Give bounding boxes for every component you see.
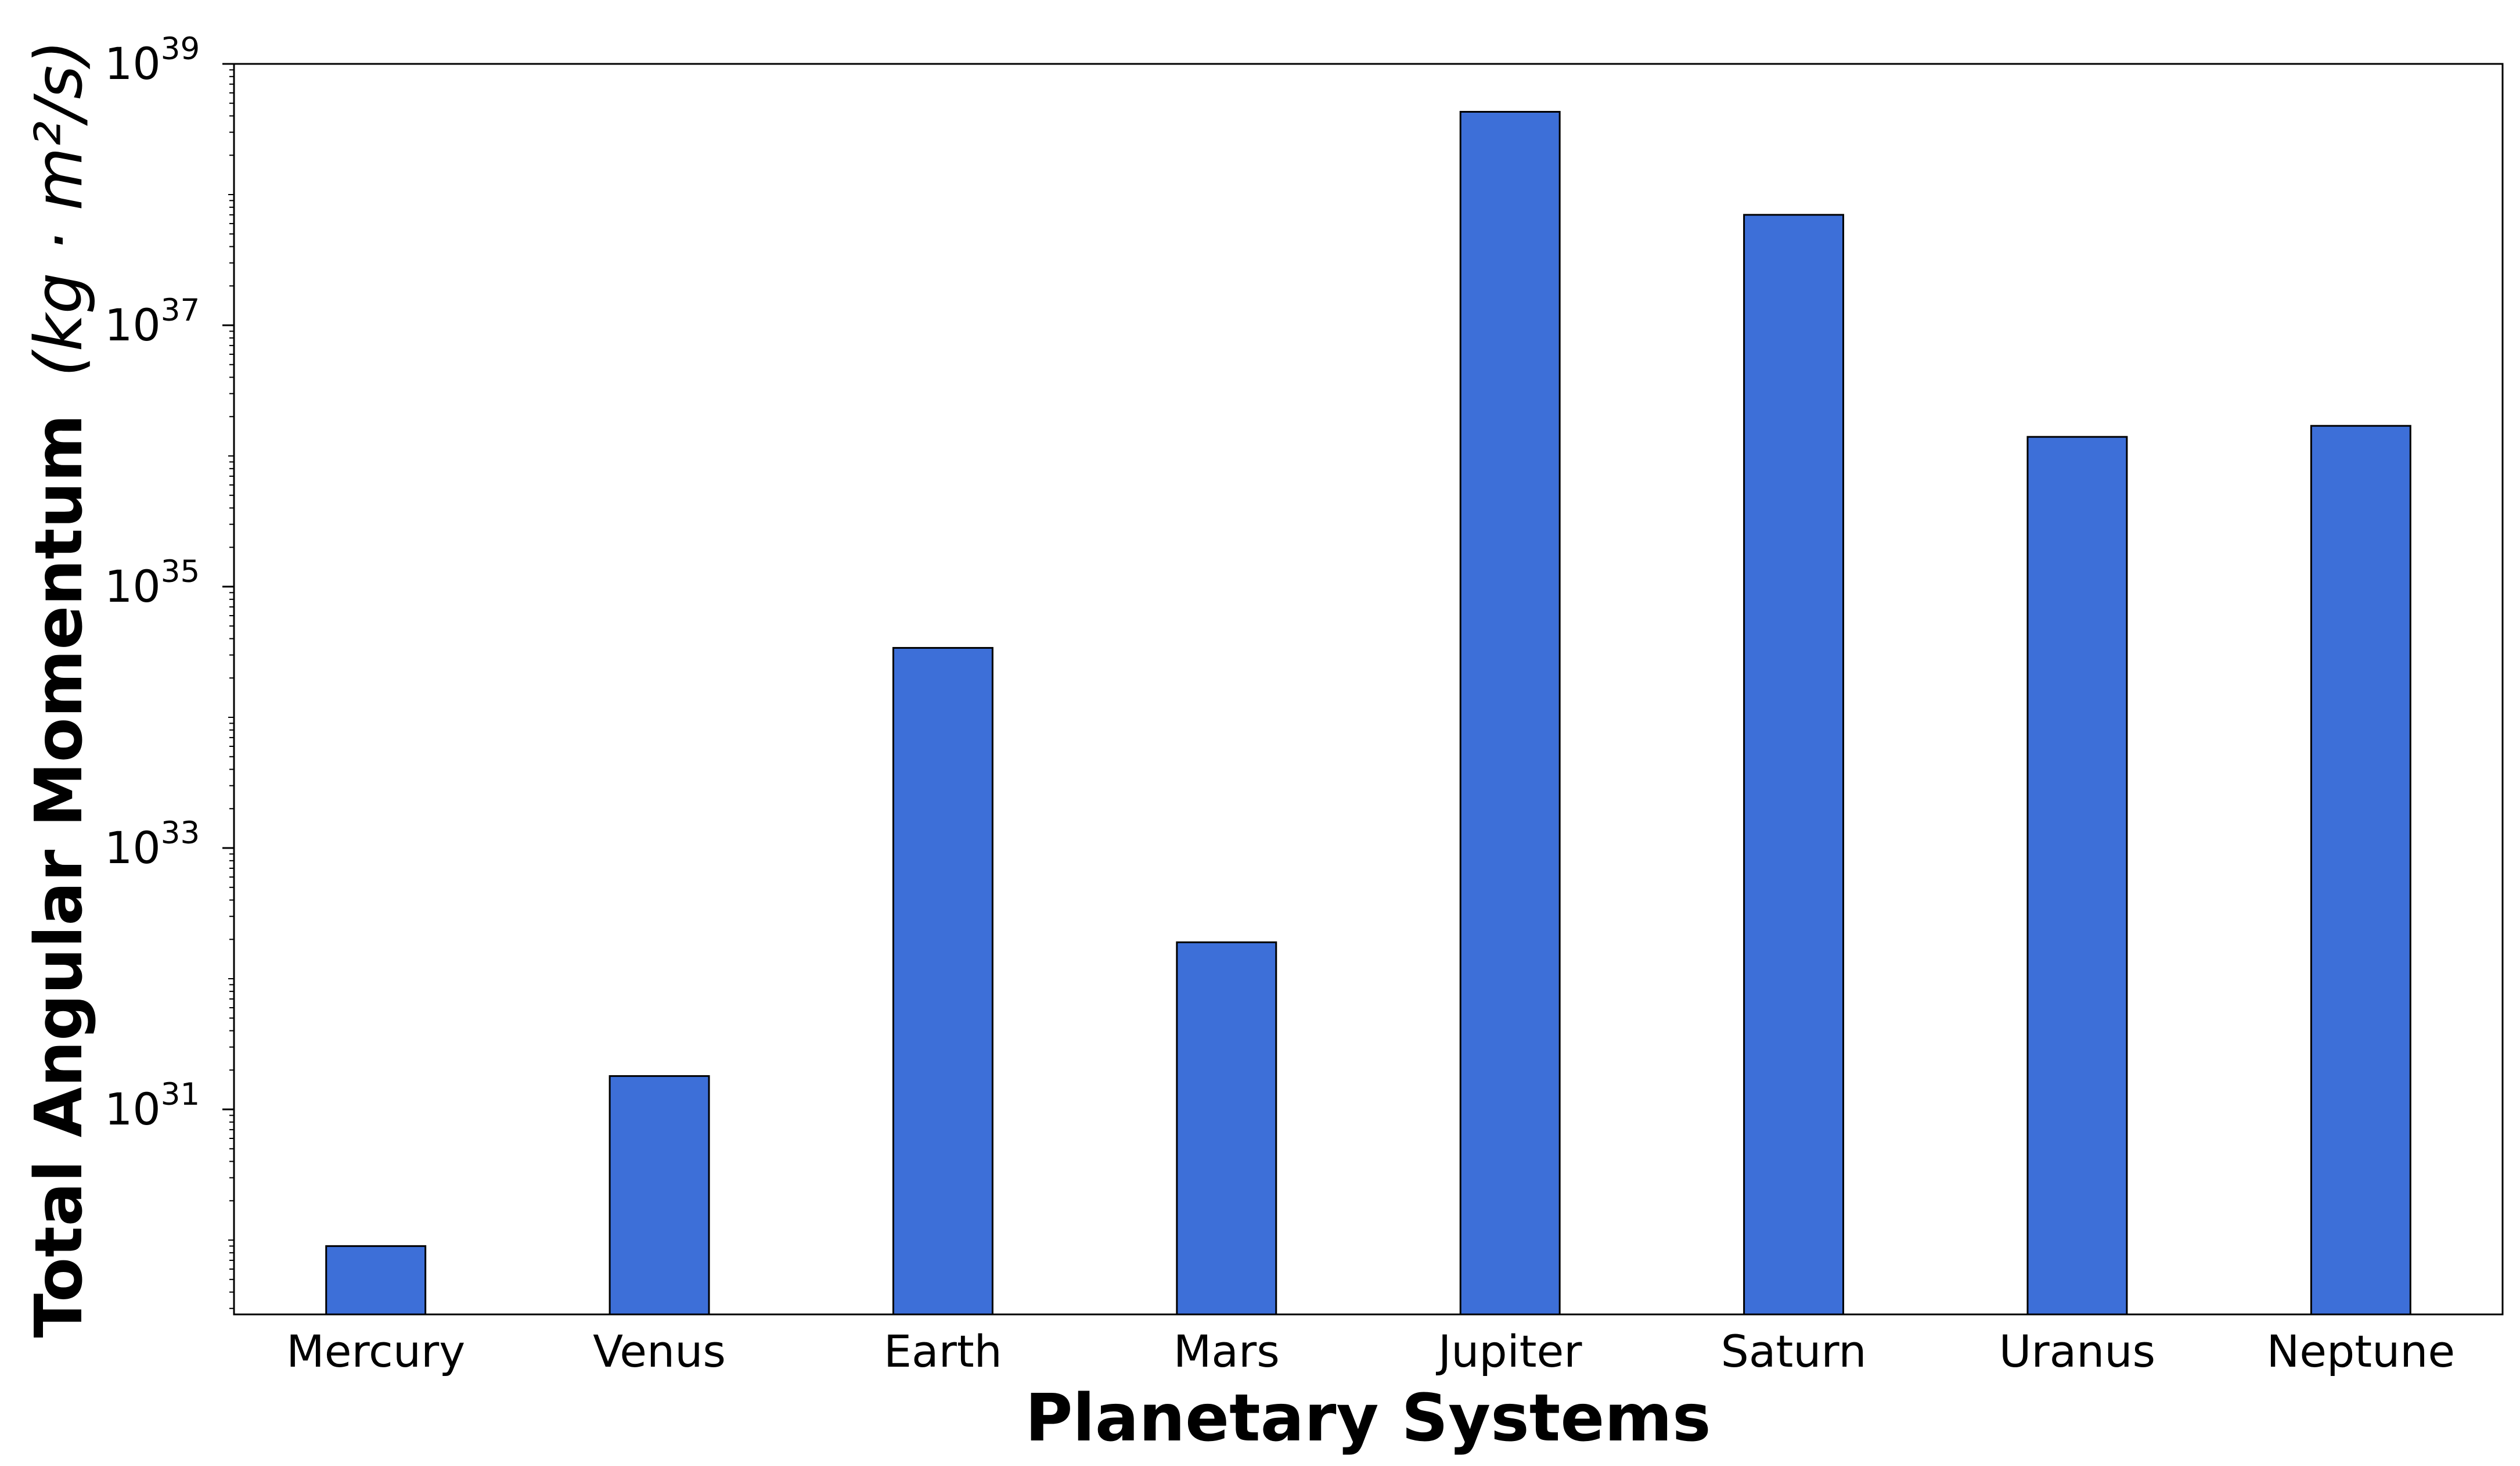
y-axis-title-text: Total Angular Momentum <box>21 414 97 1338</box>
y-tick-base: 10 <box>105 822 161 874</box>
bar-venus <box>609 1075 710 1316</box>
y-tick-base: 10 <box>105 1083 161 1135</box>
bar-neptune <box>2310 425 2411 1316</box>
x-tick-label: Mercury <box>286 1325 465 1377</box>
x-tick-label: Earth <box>884 1325 1002 1377</box>
y-tick-exponent: 39 <box>161 31 200 67</box>
y-tick-label: 1033 <box>105 815 200 874</box>
y-tick-exponent: 33 <box>161 815 200 851</box>
bar-saturn <box>1743 214 1845 1316</box>
y-tick-label: 1037 <box>105 293 200 351</box>
x-axis: Mercury Venus Earth Mars Jupiter Saturn Uranus… <box>286 1325 2455 1377</box>
y-tick-base: 10 <box>105 560 161 612</box>
y-tick-label: 1035 <box>105 554 200 612</box>
x-axis-title: Planetary Systems <box>1025 1381 1711 1456</box>
bar-jupiter <box>1459 110 1561 1316</box>
bar-mars <box>1176 941 1277 1316</box>
bar-earth <box>892 646 993 1316</box>
x-tick-label: Saturn <box>1721 1325 1867 1377</box>
bars-group <box>325 110 2411 1316</box>
y-tick-label: 1039 <box>105 31 200 89</box>
y-tick-exponent: 35 <box>161 554 200 590</box>
x-tick-label: Mars <box>1173 1325 1280 1377</box>
y-tick-base: 10 <box>105 299 161 351</box>
bar-mercury <box>325 1245 427 1316</box>
x-tick-label: Neptune <box>2266 1325 2455 1377</box>
y-axis-unit: (kg · m²/s) <box>21 40 97 377</box>
y-axis-title: Total Angular Momentum (kg · m²/s) <box>21 40 97 1338</box>
y-tick-label: 1031 <box>105 1077 200 1135</box>
x-tick-label: Uranus <box>1999 1325 2155 1377</box>
plot-frame <box>233 63 2504 1316</box>
x-tick-label: Jupiter <box>1436 1325 1582 1377</box>
y-tick-exponent: 37 <box>161 293 200 328</box>
x-tick-label: Venus <box>593 1325 726 1377</box>
y-tick-exponent: 31 <box>161 1077 200 1112</box>
y-tick-base: 10 <box>105 38 161 89</box>
bar-uranus <box>2026 436 2128 1316</box>
